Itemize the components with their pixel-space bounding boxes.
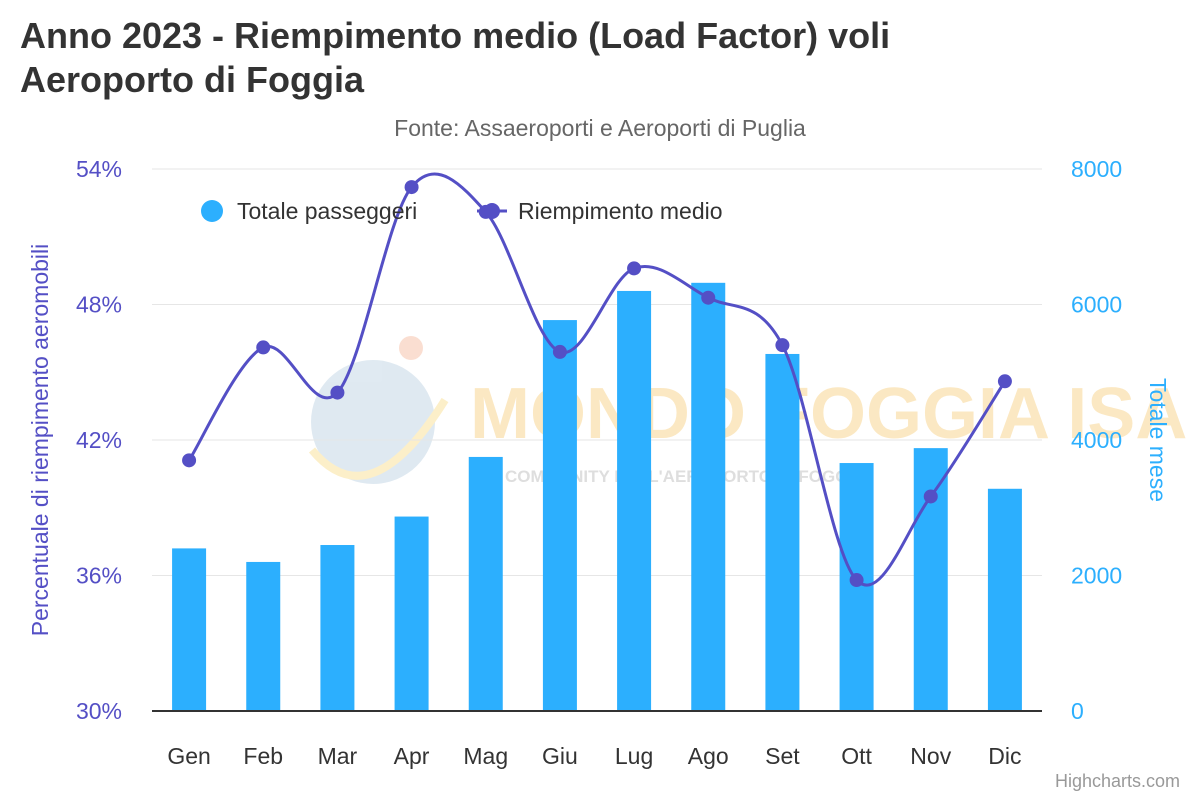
line-point (404, 180, 419, 195)
bar (468, 456, 503, 711)
legend-line-label: Riempimento medio (518, 198, 723, 224)
bar-series (172, 282, 1022, 711)
credits-link[interactable]: Highcharts.com (1054, 771, 1180, 791)
legend-bar-label: Totale passeggeri (237, 198, 417, 224)
chart-subtitle: Fonte: Assaeroporti e Aeroporti di Pugli… (394, 115, 806, 141)
x-axis-tick-label: Ago (688, 743, 729, 769)
watermark-logo: MONDO FOGGIA ISA COMMUNITY DELL'AEROPORT… (308, 336, 1187, 486)
watermark-pin (399, 336, 423, 360)
legend[interactable]: Totale passeggeri Riempimento medio (201, 198, 723, 224)
watermark-orbit (308, 397, 449, 480)
left-axis-tick-label: 48% (76, 292, 122, 318)
chart-title: Anno 2023 - Riempimento medio (Load Fact… (20, 15, 891, 100)
line-point (701, 290, 716, 305)
bar (394, 516, 429, 711)
bar (246, 561, 281, 711)
line-point (182, 453, 197, 468)
x-axis-labels: Gen Feb Mar Apr Mag Giu Lug Ago Set Ott Nov Dic (167, 743, 1021, 769)
left-axis-labels: 30% 36% 42% 48% 54% (76, 156, 122, 724)
right-axis-labels: 0 2000 4000 6000 8000 (1071, 156, 1122, 724)
x-axis-tick-label: Set (765, 743, 800, 769)
left-axis-tick-label: 42% (76, 427, 122, 453)
x-axis-tick-label: Mag (463, 743, 508, 769)
bar (839, 463, 874, 711)
bar (542, 320, 577, 711)
right-axis-title: Totale mese (1145, 378, 1171, 502)
line-point (330, 385, 345, 400)
line-point (775, 338, 790, 353)
right-axis-tick-label: 2000 (1071, 563, 1122, 589)
line-point (849, 573, 864, 588)
right-axis-tick-label: 8000 (1071, 156, 1122, 182)
bar (320, 545, 355, 711)
x-axis-tick-label: Mar (318, 743, 358, 769)
x-axis-tick-label: Giu (542, 743, 578, 769)
x-axis-tick-label: Gen (167, 743, 210, 769)
line-point (256, 340, 271, 355)
right-axis-tick-label: 4000 (1071, 427, 1122, 453)
x-axis-tick-label: Dic (988, 743, 1021, 769)
left-axis-tick-label: 36% (76, 563, 122, 589)
left-axis-tick-label: 30% (76, 698, 122, 724)
legend-line-marker (484, 203, 500, 219)
legend-bar-symbol (201, 200, 223, 222)
bar (691, 282, 726, 711)
bar (172, 548, 207, 711)
left-axis-title: Percentuale di riempimento aeromobili (27, 244, 53, 636)
bar (765, 353, 800, 711)
bar (913, 448, 948, 711)
bar (987, 488, 1022, 711)
x-axis-tick-label: Feb (243, 743, 283, 769)
x-axis-tick-label: Apr (394, 743, 430, 769)
x-axis-tick-label: Ott (841, 743, 872, 769)
right-axis-tick-label: 6000 (1071, 292, 1122, 318)
x-axis-tick-label: Lug (615, 743, 653, 769)
line-point (627, 261, 642, 276)
line-point (923, 489, 938, 504)
bar (617, 290, 652, 711)
watermark-text: MONDO FOGGIA ISA (470, 374, 1187, 454)
line-point (997, 374, 1012, 389)
line-point (552, 344, 567, 359)
left-axis-tick-label: 54% (76, 156, 122, 182)
line-path (187, 172, 1007, 587)
grid-lines (152, 168, 1042, 576)
x-axis-tick-label: Nov (910, 743, 951, 769)
right-axis-tick-label: 0 (1071, 698, 1084, 724)
